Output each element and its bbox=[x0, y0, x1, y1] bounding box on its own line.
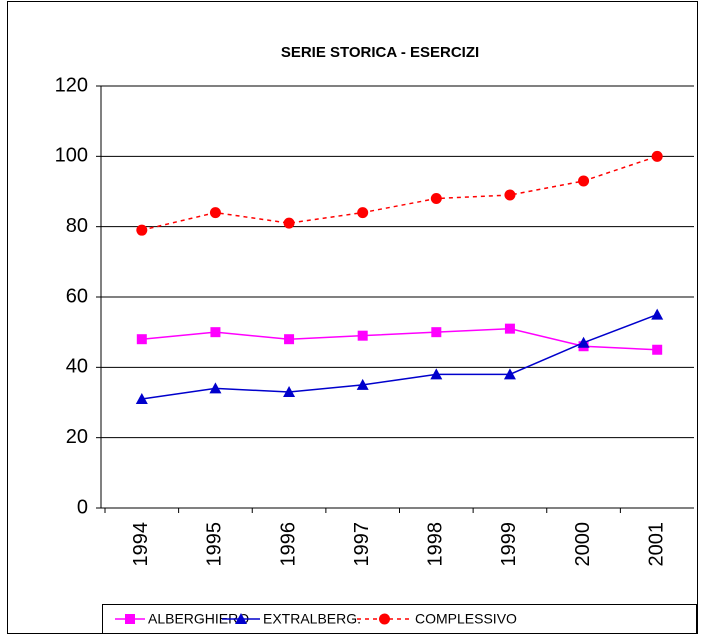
x-tick-label: 1995 bbox=[204, 522, 226, 567]
legend-label: ALBERGHIERO bbox=[148, 611, 249, 627]
marker bbox=[209, 382, 222, 394]
marker bbox=[431, 327, 442, 338]
marker bbox=[209, 207, 221, 219]
y-tick-label: 100 bbox=[55, 145, 88, 167]
x-tick-label: 1999 bbox=[498, 522, 520, 567]
marker bbox=[504, 323, 515, 334]
x-tick-label: 1994 bbox=[130, 522, 152, 567]
y-tick-label: 20 bbox=[66, 426, 88, 448]
marker bbox=[504, 189, 516, 201]
marker bbox=[357, 207, 369, 219]
series-line bbox=[141, 327, 658, 351]
marker bbox=[577, 336, 590, 348]
marker bbox=[651, 308, 664, 320]
marker bbox=[136, 334, 147, 345]
x-tick-label: 1996 bbox=[277, 522, 299, 567]
marker bbox=[284, 334, 295, 345]
marker bbox=[135, 392, 148, 404]
marker bbox=[283, 385, 296, 397]
chart-frame bbox=[7, 1, 698, 634]
y-tick-label: 80 bbox=[66, 215, 88, 237]
marker bbox=[379, 613, 390, 625]
x-tick-label: 1997 bbox=[351, 522, 373, 567]
marker bbox=[430, 368, 443, 380]
marker bbox=[235, 613, 247, 624]
marker bbox=[125, 614, 135, 624]
series-line bbox=[141, 155, 658, 231]
legend-label: EXTRALBERG. bbox=[263, 611, 361, 627]
marker bbox=[652, 344, 663, 355]
legend-label: COMPLESSIVO bbox=[415, 611, 517, 627]
marker bbox=[503, 368, 516, 380]
y-tick-label: 40 bbox=[66, 356, 88, 378]
marker bbox=[430, 193, 442, 205]
marker bbox=[136, 224, 148, 236]
series-line bbox=[141, 313, 658, 400]
y-tick-label: 0 bbox=[77, 496, 88, 518]
y-tick-label: 120 bbox=[55, 74, 88, 96]
marker bbox=[283, 217, 295, 229]
marker bbox=[356, 378, 369, 390]
x-tick-label: 2001 bbox=[645, 522, 667, 567]
y-tick-label: 60 bbox=[66, 285, 88, 307]
marker bbox=[210, 327, 221, 338]
marker bbox=[651, 150, 663, 162]
marker bbox=[578, 175, 590, 187]
chart-title: SERIE STORICA - ESERCIZI bbox=[281, 44, 479, 61]
marker bbox=[357, 330, 368, 341]
x-tick-label: 1998 bbox=[425, 522, 447, 567]
x-tick-label: 2000 bbox=[572, 522, 594, 567]
